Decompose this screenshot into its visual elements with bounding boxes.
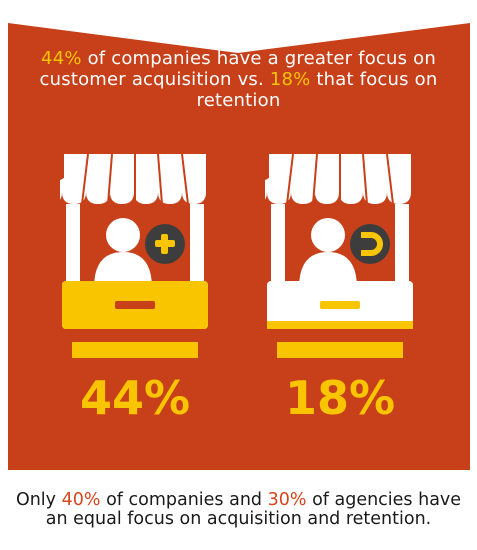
footer-text-2: of companies and (100, 490, 268, 510)
headline-stat-acquisition: 44% (41, 48, 82, 69)
stat-acquisition: 44% (79, 371, 191, 425)
footer-text-3: of agencies have an equal focus on acqui… (45, 490, 462, 529)
footer-text-1: Only (15, 490, 62, 510)
headline-text-2: that focus on retention (196, 69, 438, 111)
footer-stat-companies: 40% (61, 490, 101, 510)
person-icon (94, 218, 152, 288)
stall-retention (265, 148, 415, 373)
counter-icon (62, 281, 208, 358)
awning-icon (265, 153, 411, 205)
footer-stat-agencies: 30% (267, 490, 307, 510)
person-icon (299, 218, 357, 288)
plus-icon (145, 224, 185, 264)
counter-icon (267, 281, 413, 358)
headline: 44% of companies have a greater focus on… (18, 48, 459, 111)
footer-note: Only 40% of companies and 30% of agencie… (10, 491, 467, 529)
magnet-icon (350, 224, 390, 264)
stat-retention: 18% (284, 371, 396, 425)
headline-stat-retention: 18% (269, 69, 311, 90)
stall-acquisition (60, 148, 210, 373)
headline-text-1: of companies have a greater focus on cus… (39, 48, 436, 90)
awning-icon (60, 153, 206, 205)
